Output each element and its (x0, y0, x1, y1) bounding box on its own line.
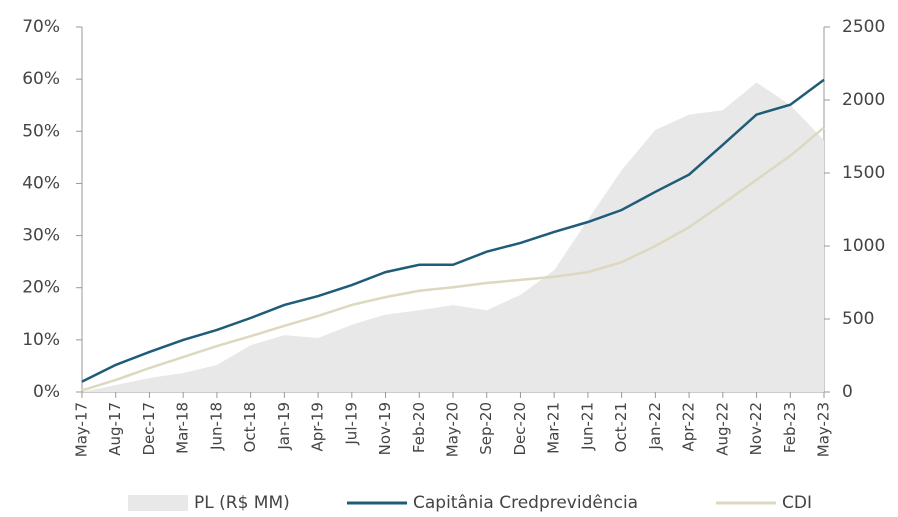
x-tick-label: Feb-20 (410, 402, 428, 453)
x-tick-label: Sep-20 (477, 402, 495, 455)
x-tick-label: May-20 (444, 402, 462, 457)
x-tick-label: Apr-19 (309, 402, 327, 452)
x-tick-label: Oct-18 (241, 402, 259, 452)
x-tick-label: Jan-22 (646, 402, 664, 451)
x-tick-label: Aug-22 (713, 402, 731, 456)
y-tick-label: 40% (22, 173, 60, 193)
y-tick-label: 60% (22, 69, 60, 89)
legend-swatch (128, 495, 188, 511)
y-tick-label: 30% (22, 226, 60, 246)
x-tick-label: May-23 (815, 402, 833, 457)
y2-tick-label: 2000 (842, 90, 885, 110)
x-tick-label: Dec-17 (140, 402, 158, 456)
y2-tick-label: 0 (842, 382, 853, 402)
x-tick-label: Apr-22 (680, 402, 698, 452)
legend-label: CDI (782, 493, 812, 513)
plot (81, 78, 825, 392)
line (81, 126, 825, 392)
line (81, 78, 825, 383)
y-tick-label: 70% (22, 17, 60, 37)
x-tick-label: Feb-23 (781, 402, 799, 453)
x-tick-label: Mar-18 (174, 402, 192, 454)
y2-tick-label: 1000 (842, 236, 885, 256)
area (82, 82, 824, 392)
legend-label: Capitânia Credprevidência (413, 493, 638, 513)
y-tick-label: 20% (22, 278, 60, 298)
x-tick-label: Aug-17 (106, 402, 124, 456)
x-tick-label: Dec-20 (511, 402, 529, 456)
x-tick-label: Jul-19 (342, 402, 360, 446)
y-tick-label: 10% (22, 330, 60, 350)
legend-label: PL (R$ MM) (194, 493, 290, 513)
x-tick-label: Jun-21 (578, 402, 596, 451)
x-tick-label: Oct-21 (612, 402, 630, 452)
x-tick-label: May-17 (73, 402, 91, 457)
x-tick-label: Jan-19 (275, 402, 293, 451)
y-tick-label: 0% (33, 382, 60, 402)
x-tick-label: Mar-21 (545, 402, 563, 454)
x-tick-label: Nov-22 (747, 402, 765, 455)
y2-tick-label: 1500 (842, 163, 885, 183)
y2-tick-label: 500 (842, 309, 874, 329)
y-tick-label: 50% (22, 121, 60, 141)
y2-tick-label: 2500 (842, 17, 885, 37)
x-tick-label: Nov-19 (376, 402, 394, 455)
x-tick-label: Jun-18 (207, 402, 225, 451)
